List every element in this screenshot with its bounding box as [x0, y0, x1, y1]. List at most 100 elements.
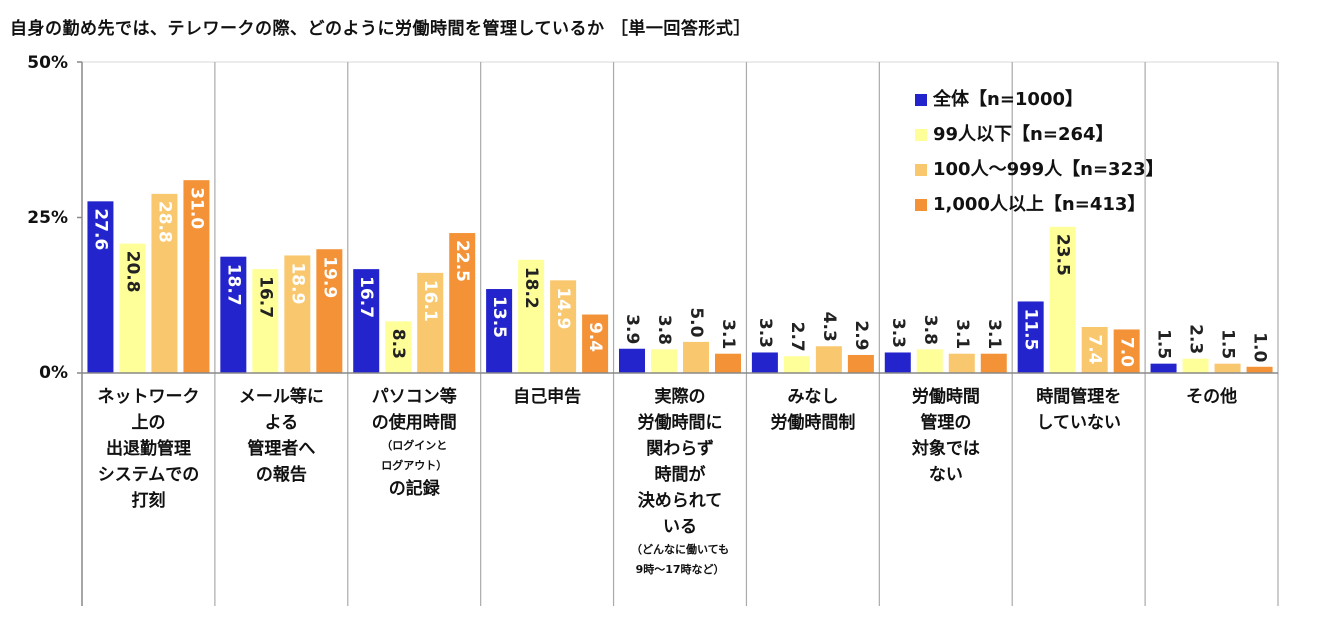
x-tick-label-line: （ログインと: [381, 439, 448, 452]
bar: [916, 349, 943, 373]
data-label: 1.0: [1250, 332, 1270, 362]
x-tick-label-line: 関わらず: [646, 439, 714, 459]
bar: [151, 193, 178, 373]
data-label: 3.1: [718, 319, 738, 349]
bar: [1081, 326, 1108, 373]
data-label: 18.7: [223, 264, 243, 306]
x-tick-label-line: メール等に: [238, 387, 324, 407]
bar: [1182, 358, 1209, 373]
x-tick-label-line: の報告: [255, 465, 307, 485]
bar: [683, 341, 709, 373]
x-tick-label-line: よる: [264, 413, 299, 433]
data-label: 3.3: [888, 318, 908, 348]
x-tick-label-line: 対象では: [911, 439, 980, 459]
x-tick-label-line: 打刻: [131, 491, 166, 511]
bar: [884, 352, 911, 373]
x-tick-label-line: パソコン等: [371, 387, 457, 407]
x-tick-label-line: 管理の: [920, 413, 972, 433]
x-tick-label: 労働時間管理の対象ではない: [879, 384, 1012, 488]
x-tick-label: 実際の 労働時間に 関わらず 時間が 決められて いる （どんなに働いても 9時～17時など）: [614, 384, 747, 580]
y-tick-label: 25%: [27, 208, 68, 228]
data-label: 3.3: [755, 318, 775, 348]
bar: [1049, 226, 1076, 373]
x-tick-label-line: 自己申告: [513, 387, 582, 407]
x-tick-label-line: 上の: [131, 413, 166, 433]
bar: [220, 256, 247, 373]
data-label: 18.2: [521, 267, 541, 309]
bar: [1150, 363, 1177, 373]
x-tick-label-line: ネットワーク: [97, 387, 200, 407]
x-tick-label: みなし 労働時間制: [746, 384, 879, 436]
bar: [783, 356, 810, 373]
bar: [417, 272, 444, 373]
bar: [847, 354, 874, 373]
bar: [1017, 301, 1044, 373]
bar: [284, 255, 311, 373]
legend-label: 全体【n=1000】: [933, 89, 1083, 110]
x-tick-label-line: 労働時間制: [770, 413, 856, 433]
y-tick-label: 0%: [39, 363, 68, 383]
data-label: 11.5: [1021, 308, 1041, 350]
bar: [751, 352, 778, 373]
bar: [518, 259, 545, 373]
data-label: 4.3: [819, 312, 839, 342]
data-label: 1.5: [1218, 329, 1238, 359]
data-label: 18.9: [287, 262, 307, 304]
legend-swatch: [915, 128, 927, 141]
bar: [582, 314, 609, 373]
x-tick-label-line: 出退勤管理: [106, 439, 191, 459]
x-tick-label-line: （どんなに働いても: [630, 543, 730, 556]
x-tick-label-line: 労働時間: [911, 387, 980, 407]
data-label: 3.1: [984, 319, 1004, 349]
data-label: 5.0: [686, 307, 706, 337]
bar: [980, 353, 1007, 373]
x-tick-label-line: 9時～17時など）: [635, 563, 725, 576]
data-label: 19.9: [319, 256, 339, 298]
x-tick-label: その他: [1145, 384, 1278, 410]
data-label: 28.8: [154, 201, 174, 243]
bar: [715, 353, 741, 373]
bar: [183, 180, 210, 373]
x-tick-label-line: その他: [1186, 387, 1238, 407]
data-label: 31.0: [186, 187, 206, 229]
x-tick-label-line: システムでの: [97, 465, 200, 485]
legend-swatch: [915, 93, 927, 106]
y-tick-label: 50%: [27, 53, 68, 73]
legend-swatch: [915, 198, 927, 211]
data-label: 2.3: [1186, 324, 1206, 354]
x-tick-label-line: の使用時間: [371, 413, 457, 433]
bar: [252, 269, 279, 373]
bar: [385, 321, 412, 373]
bar: [1113, 329, 1140, 373]
legend-label: 100人～999人【n=323】: [933, 159, 1164, 180]
bar: [1246, 366, 1273, 373]
data-label: 3.9: [622, 314, 642, 344]
legend-item: 100人～999人【n=323】: [915, 152, 1164, 187]
data-label: 9.4: [585, 322, 605, 352]
x-tick-label-line: いる: [663, 517, 698, 537]
x-tick-label: ネットワーク 上の出退勤管理システムでの 打刻: [82, 384, 215, 514]
x-tick-label-line: していない: [1036, 413, 1121, 433]
legend-swatch: [915, 163, 927, 176]
bar: [619, 348, 645, 373]
x-tick-label-line: 決められて: [637, 491, 723, 511]
bar: [815, 346, 842, 373]
data-label: 2.9: [851, 320, 871, 350]
chart-title: 自身の勤め先では、テレワークの際、どのように労働時間を管理しているか ［単一回答…: [10, 19, 751, 39]
bar: [948, 353, 975, 373]
x-tick-label-line: の記録: [388, 479, 440, 499]
legend-item: 1,000人以上【n=413】: [915, 187, 1164, 222]
legend-item: 99人以下【n=264】: [915, 117, 1164, 152]
bar: [449, 233, 476, 373]
bar: [87, 201, 114, 373]
legend-label: 1,000人以上【n=413】: [933, 194, 1146, 215]
data-label: 27.6: [90, 208, 110, 250]
x-tick-label: メール等に よる 管理者へ の報告: [215, 384, 348, 488]
data-label: 7.0: [1117, 337, 1137, 367]
data-label: 2.7: [787, 322, 807, 352]
legend: 全体【n=1000】 99人以下【n=264】 100人～999人【n=323】…: [915, 82, 1164, 222]
data-label: 14.9: [553, 287, 573, 329]
x-tick-label-line: ない: [928, 465, 963, 485]
x-tick-label-line: 時間管理を: [1036, 387, 1122, 407]
